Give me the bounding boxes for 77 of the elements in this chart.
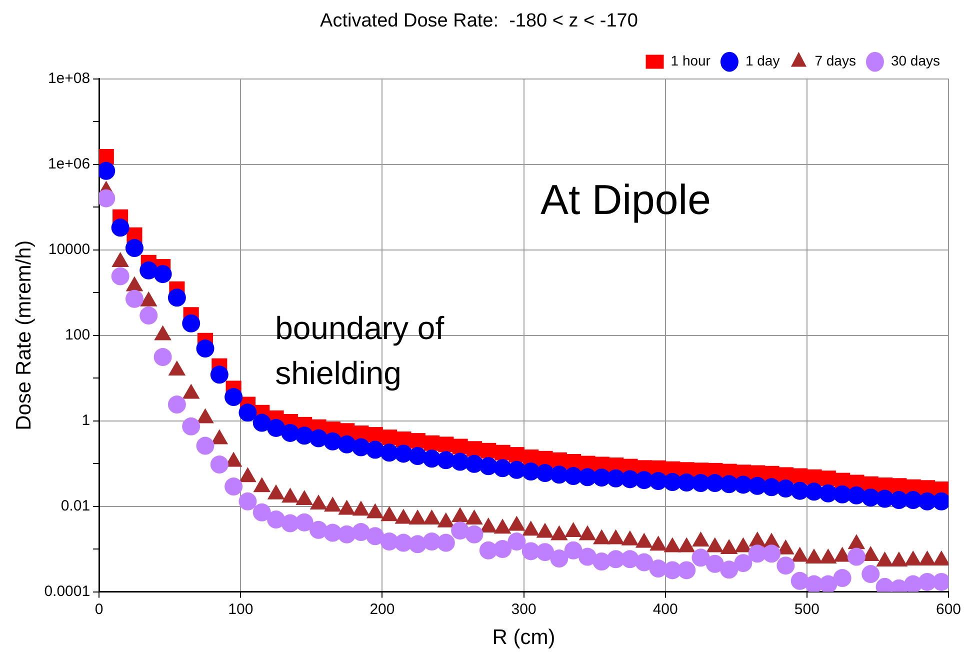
point: [862, 565, 880, 584]
point: [252, 503, 271, 522]
point: [366, 527, 384, 546]
annotation: At Dipole: [540, 176, 711, 223]
annotation: boundary of shielding: [275, 310, 444, 391]
x-tick-label: 0: [94, 600, 104, 618]
point: [536, 543, 554, 562]
point: [692, 548, 710, 567]
point: [111, 218, 130, 237]
point: [182, 417, 200, 436]
point: [465, 525, 484, 544]
point: [762, 544, 781, 563]
point: [125, 239, 144, 258]
point: [267, 510, 286, 529]
point: [295, 513, 314, 532]
point: [451, 522, 470, 540]
point: [578, 548, 596, 566]
point: [408, 447, 427, 466]
point: [252, 414, 271, 432]
point: [847, 548, 866, 566]
point: [438, 436, 454, 452]
point: [408, 535, 427, 554]
point: [210, 456, 228, 474]
y-tick-label: 100: [65, 326, 90, 344]
point: [494, 540, 512, 558]
point: [480, 442, 496, 458]
point: [125, 290, 144, 308]
y-tick-label: 1e+08: [48, 70, 90, 87]
y-tick-label: 10000: [48, 240, 90, 258]
y-tick-label: 1: [82, 412, 90, 429]
point: [140, 261, 158, 280]
legend-label: 1 hour: [670, 52, 711, 69]
x-tick-label: 300: [511, 600, 536, 618]
point: [678, 561, 696, 580]
point: [436, 534, 455, 552]
x-tick-label: 200: [370, 600, 395, 618]
legend-label: 7 days: [814, 52, 856, 69]
point: [564, 541, 582, 560]
point: [833, 569, 852, 588]
point: [776, 556, 795, 575]
point: [154, 265, 172, 284]
legend-label: 30 days: [890, 52, 940, 69]
legend-label: 1 day: [745, 52, 780, 69]
point: [210, 366, 228, 384]
y-axis-title: Dose Rate (mrem/h): [12, 240, 36, 430]
point: [819, 575, 838, 592]
point: [182, 314, 200, 332]
point: [168, 288, 186, 307]
point: [196, 436, 214, 455]
point: [238, 404, 257, 422]
x-axis-title: R (cm): [492, 626, 556, 650]
x-tick-label: 600: [936, 600, 961, 618]
point: [224, 388, 243, 406]
point: [592, 552, 611, 571]
point: [734, 554, 752, 572]
y-tick-label: 0.0001: [44, 582, 90, 600]
y-tick-label: 1e+06: [48, 155, 90, 172]
point: [111, 267, 130, 286]
point: [720, 560, 738, 579]
point: [324, 432, 342, 450]
point: [168, 396, 186, 414]
point: [267, 418, 286, 437]
point: [706, 554, 724, 573]
x-tick-label: 500: [794, 600, 820, 618]
point: [508, 532, 526, 551]
y-tick-label: 0.01: [60, 497, 90, 514]
x-tick-label: 400: [652, 600, 678, 618]
point: [238, 492, 257, 510]
point: [154, 348, 172, 366]
x-tick-label: 100: [228, 600, 254, 618]
point: [352, 523, 370, 542]
point: [635, 553, 654, 572]
point: [224, 478, 243, 496]
point: [196, 340, 214, 358]
chart-title: Activated Dose Rate: -180 < z < -170: [320, 10, 638, 32]
point: [550, 550, 568, 568]
point: [140, 306, 158, 325]
